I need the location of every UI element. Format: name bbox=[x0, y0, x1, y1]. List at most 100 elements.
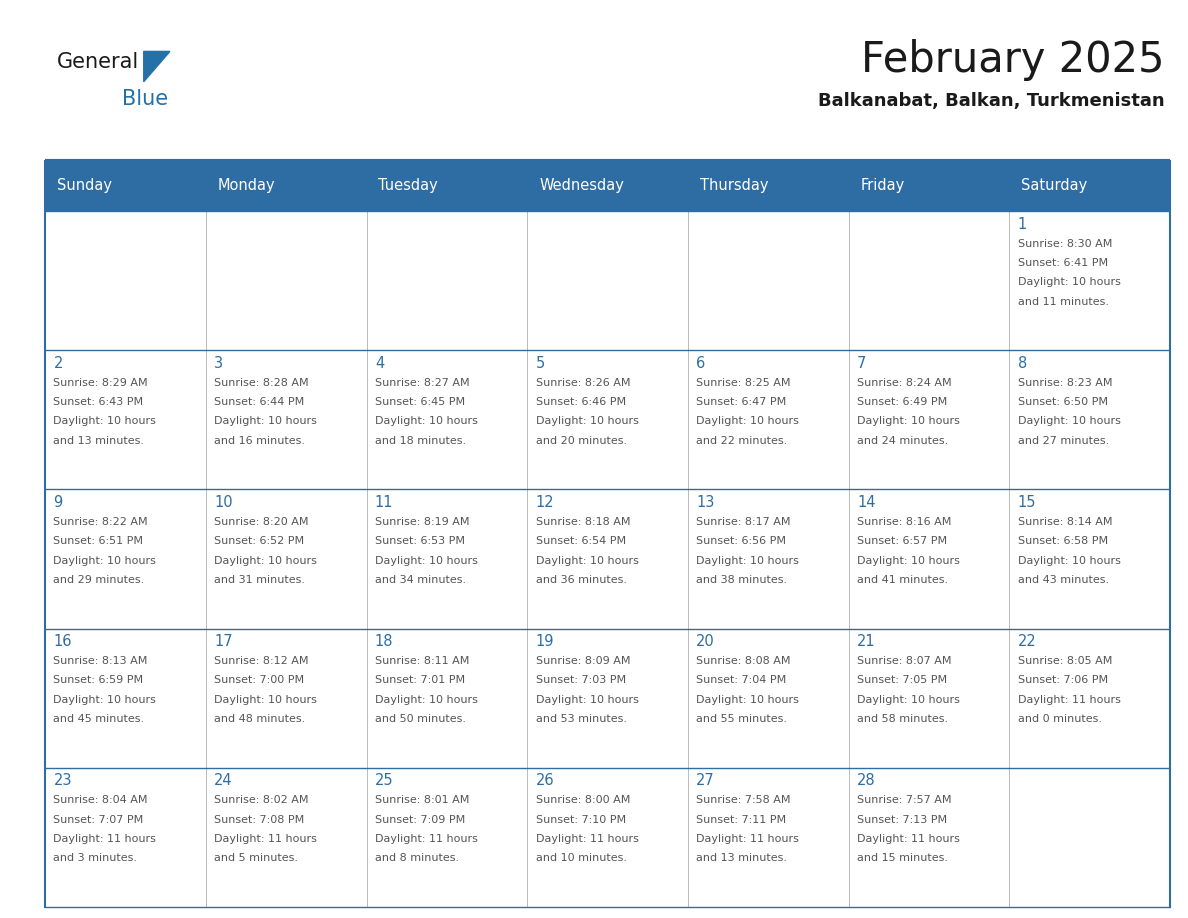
Text: 14: 14 bbox=[857, 495, 876, 510]
Text: 20: 20 bbox=[696, 634, 715, 649]
Text: Sunset: 6:51 PM: Sunset: 6:51 PM bbox=[53, 536, 144, 546]
Text: and 45 minutes.: and 45 minutes. bbox=[53, 714, 145, 724]
Text: Daylight: 10 hours: Daylight: 10 hours bbox=[375, 417, 478, 426]
Text: 15: 15 bbox=[1018, 495, 1036, 510]
Text: and 8 minutes.: and 8 minutes. bbox=[375, 853, 459, 863]
Text: and 58 minutes.: and 58 minutes. bbox=[857, 714, 948, 724]
Text: Daylight: 10 hours: Daylight: 10 hours bbox=[857, 417, 960, 426]
Bar bbox=[45, 629, 1170, 767]
Text: 7: 7 bbox=[857, 356, 866, 371]
Text: Sunrise: 8:13 AM: Sunrise: 8:13 AM bbox=[53, 656, 147, 666]
Text: Sunset: 6:56 PM: Sunset: 6:56 PM bbox=[696, 536, 786, 546]
Bar bbox=[45, 767, 1170, 907]
Text: Sunset: 6:41 PM: Sunset: 6:41 PM bbox=[1018, 258, 1108, 268]
Text: 26: 26 bbox=[536, 773, 555, 789]
Text: Daylight: 10 hours: Daylight: 10 hours bbox=[857, 555, 960, 565]
Text: Sunset: 6:50 PM: Sunset: 6:50 PM bbox=[1018, 397, 1107, 407]
Text: Sunset: 6:54 PM: Sunset: 6:54 PM bbox=[536, 536, 626, 546]
Text: Sunset: 6:44 PM: Sunset: 6:44 PM bbox=[214, 397, 304, 407]
Text: 16: 16 bbox=[53, 634, 72, 649]
Text: 10: 10 bbox=[214, 495, 233, 510]
Text: February 2025: February 2025 bbox=[861, 39, 1164, 81]
Text: Sunset: 6:58 PM: Sunset: 6:58 PM bbox=[1018, 536, 1108, 546]
Text: Daylight: 11 hours: Daylight: 11 hours bbox=[696, 834, 800, 844]
Polygon shape bbox=[144, 51, 170, 82]
Text: Sunset: 7:13 PM: Sunset: 7:13 PM bbox=[857, 814, 947, 824]
Text: Sunrise: 8:20 AM: Sunrise: 8:20 AM bbox=[214, 517, 309, 527]
Text: 17: 17 bbox=[214, 634, 233, 649]
Text: and 36 minutes.: and 36 minutes. bbox=[536, 575, 626, 585]
Text: Sunrise: 8:14 AM: Sunrise: 8:14 AM bbox=[1018, 517, 1112, 527]
Text: Sunrise: 8:30 AM: Sunrise: 8:30 AM bbox=[1018, 239, 1112, 249]
Text: and 29 minutes.: and 29 minutes. bbox=[53, 575, 145, 585]
Text: and 50 minutes.: and 50 minutes. bbox=[375, 714, 466, 724]
Text: Sunrise: 8:17 AM: Sunrise: 8:17 AM bbox=[696, 517, 791, 527]
Text: Sunrise: 8:23 AM: Sunrise: 8:23 AM bbox=[1018, 378, 1112, 387]
Text: 1: 1 bbox=[1018, 217, 1028, 231]
Text: and 24 minutes.: and 24 minutes. bbox=[857, 436, 948, 445]
Text: and 31 minutes.: and 31 minutes. bbox=[214, 575, 305, 585]
Text: and 13 minutes.: and 13 minutes. bbox=[696, 853, 788, 863]
Text: Daylight: 11 hours: Daylight: 11 hours bbox=[536, 834, 638, 844]
Text: Daylight: 10 hours: Daylight: 10 hours bbox=[375, 555, 478, 565]
Text: Daylight: 10 hours: Daylight: 10 hours bbox=[214, 555, 317, 565]
Text: Sunrise: 8:28 AM: Sunrise: 8:28 AM bbox=[214, 378, 309, 387]
Text: 2: 2 bbox=[53, 356, 63, 371]
Text: Sunrise: 8:04 AM: Sunrise: 8:04 AM bbox=[53, 795, 148, 805]
Text: 11: 11 bbox=[375, 495, 393, 510]
Text: and 3 minutes.: and 3 minutes. bbox=[53, 853, 138, 863]
Text: 8: 8 bbox=[1018, 356, 1028, 371]
Text: Daylight: 10 hours: Daylight: 10 hours bbox=[536, 555, 638, 565]
Text: Daylight: 10 hours: Daylight: 10 hours bbox=[375, 695, 478, 705]
Text: 23: 23 bbox=[53, 773, 72, 789]
Text: 12: 12 bbox=[536, 495, 555, 510]
Text: Daylight: 10 hours: Daylight: 10 hours bbox=[214, 695, 317, 705]
Text: Daylight: 10 hours: Daylight: 10 hours bbox=[696, 555, 800, 565]
Text: and 0 minutes.: and 0 minutes. bbox=[1018, 714, 1101, 724]
Text: Friday: Friday bbox=[860, 178, 905, 194]
Text: General: General bbox=[57, 52, 139, 73]
Text: 6: 6 bbox=[696, 356, 706, 371]
Text: 24: 24 bbox=[214, 773, 233, 789]
Text: Saturday: Saturday bbox=[1022, 178, 1087, 194]
Text: Sunrise: 8:18 AM: Sunrise: 8:18 AM bbox=[536, 517, 630, 527]
Text: 5: 5 bbox=[536, 356, 545, 371]
Text: Daylight: 10 hours: Daylight: 10 hours bbox=[1018, 277, 1120, 287]
Text: 25: 25 bbox=[375, 773, 393, 789]
Text: Sunrise: 8:29 AM: Sunrise: 8:29 AM bbox=[53, 378, 148, 387]
Text: Sunset: 7:05 PM: Sunset: 7:05 PM bbox=[857, 676, 947, 686]
Text: Monday: Monday bbox=[217, 178, 276, 194]
Bar bbox=[45, 489, 1170, 629]
Text: Wednesday: Wednesday bbox=[539, 178, 624, 194]
Text: Sunset: 7:08 PM: Sunset: 7:08 PM bbox=[214, 814, 304, 824]
Text: Daylight: 10 hours: Daylight: 10 hours bbox=[214, 417, 317, 426]
Text: Sunset: 6:53 PM: Sunset: 6:53 PM bbox=[375, 536, 465, 546]
Text: and 5 minutes.: and 5 minutes. bbox=[214, 853, 298, 863]
Text: Sunrise: 8:08 AM: Sunrise: 8:08 AM bbox=[696, 656, 791, 666]
Text: and 41 minutes.: and 41 minutes. bbox=[857, 575, 948, 585]
Text: 19: 19 bbox=[536, 634, 554, 649]
Text: Sunset: 7:03 PM: Sunset: 7:03 PM bbox=[536, 676, 626, 686]
Text: Daylight: 10 hours: Daylight: 10 hours bbox=[857, 695, 960, 705]
Text: Sunset: 7:10 PM: Sunset: 7:10 PM bbox=[536, 814, 626, 824]
Text: Daylight: 10 hours: Daylight: 10 hours bbox=[536, 695, 638, 705]
Bar bbox=[45, 351, 1170, 489]
Text: Sunday: Sunday bbox=[57, 178, 112, 194]
Text: Sunset: 7:07 PM: Sunset: 7:07 PM bbox=[53, 814, 144, 824]
Text: Sunrise: 8:16 AM: Sunrise: 8:16 AM bbox=[857, 517, 952, 527]
Text: Daylight: 10 hours: Daylight: 10 hours bbox=[1018, 417, 1120, 426]
Text: and 11 minutes.: and 11 minutes. bbox=[1018, 297, 1108, 307]
Text: Sunrise: 8:26 AM: Sunrise: 8:26 AM bbox=[536, 378, 630, 387]
Text: Sunrise: 8:22 AM: Sunrise: 8:22 AM bbox=[53, 517, 148, 527]
Text: 9: 9 bbox=[53, 495, 63, 510]
Text: Sunset: 6:47 PM: Sunset: 6:47 PM bbox=[696, 397, 786, 407]
Text: 21: 21 bbox=[857, 634, 876, 649]
Text: Balkanabat, Balkan, Turkmenistan: Balkanabat, Balkan, Turkmenistan bbox=[817, 92, 1164, 110]
Text: Sunrise: 8:01 AM: Sunrise: 8:01 AM bbox=[375, 795, 469, 805]
Text: and 20 minutes.: and 20 minutes. bbox=[536, 436, 627, 445]
Text: Daylight: 11 hours: Daylight: 11 hours bbox=[375, 834, 478, 844]
Text: and 34 minutes.: and 34 minutes. bbox=[375, 575, 466, 585]
Text: Daylight: 10 hours: Daylight: 10 hours bbox=[53, 555, 157, 565]
Text: Sunset: 6:43 PM: Sunset: 6:43 PM bbox=[53, 397, 144, 407]
Text: Tuesday: Tuesday bbox=[379, 178, 438, 194]
